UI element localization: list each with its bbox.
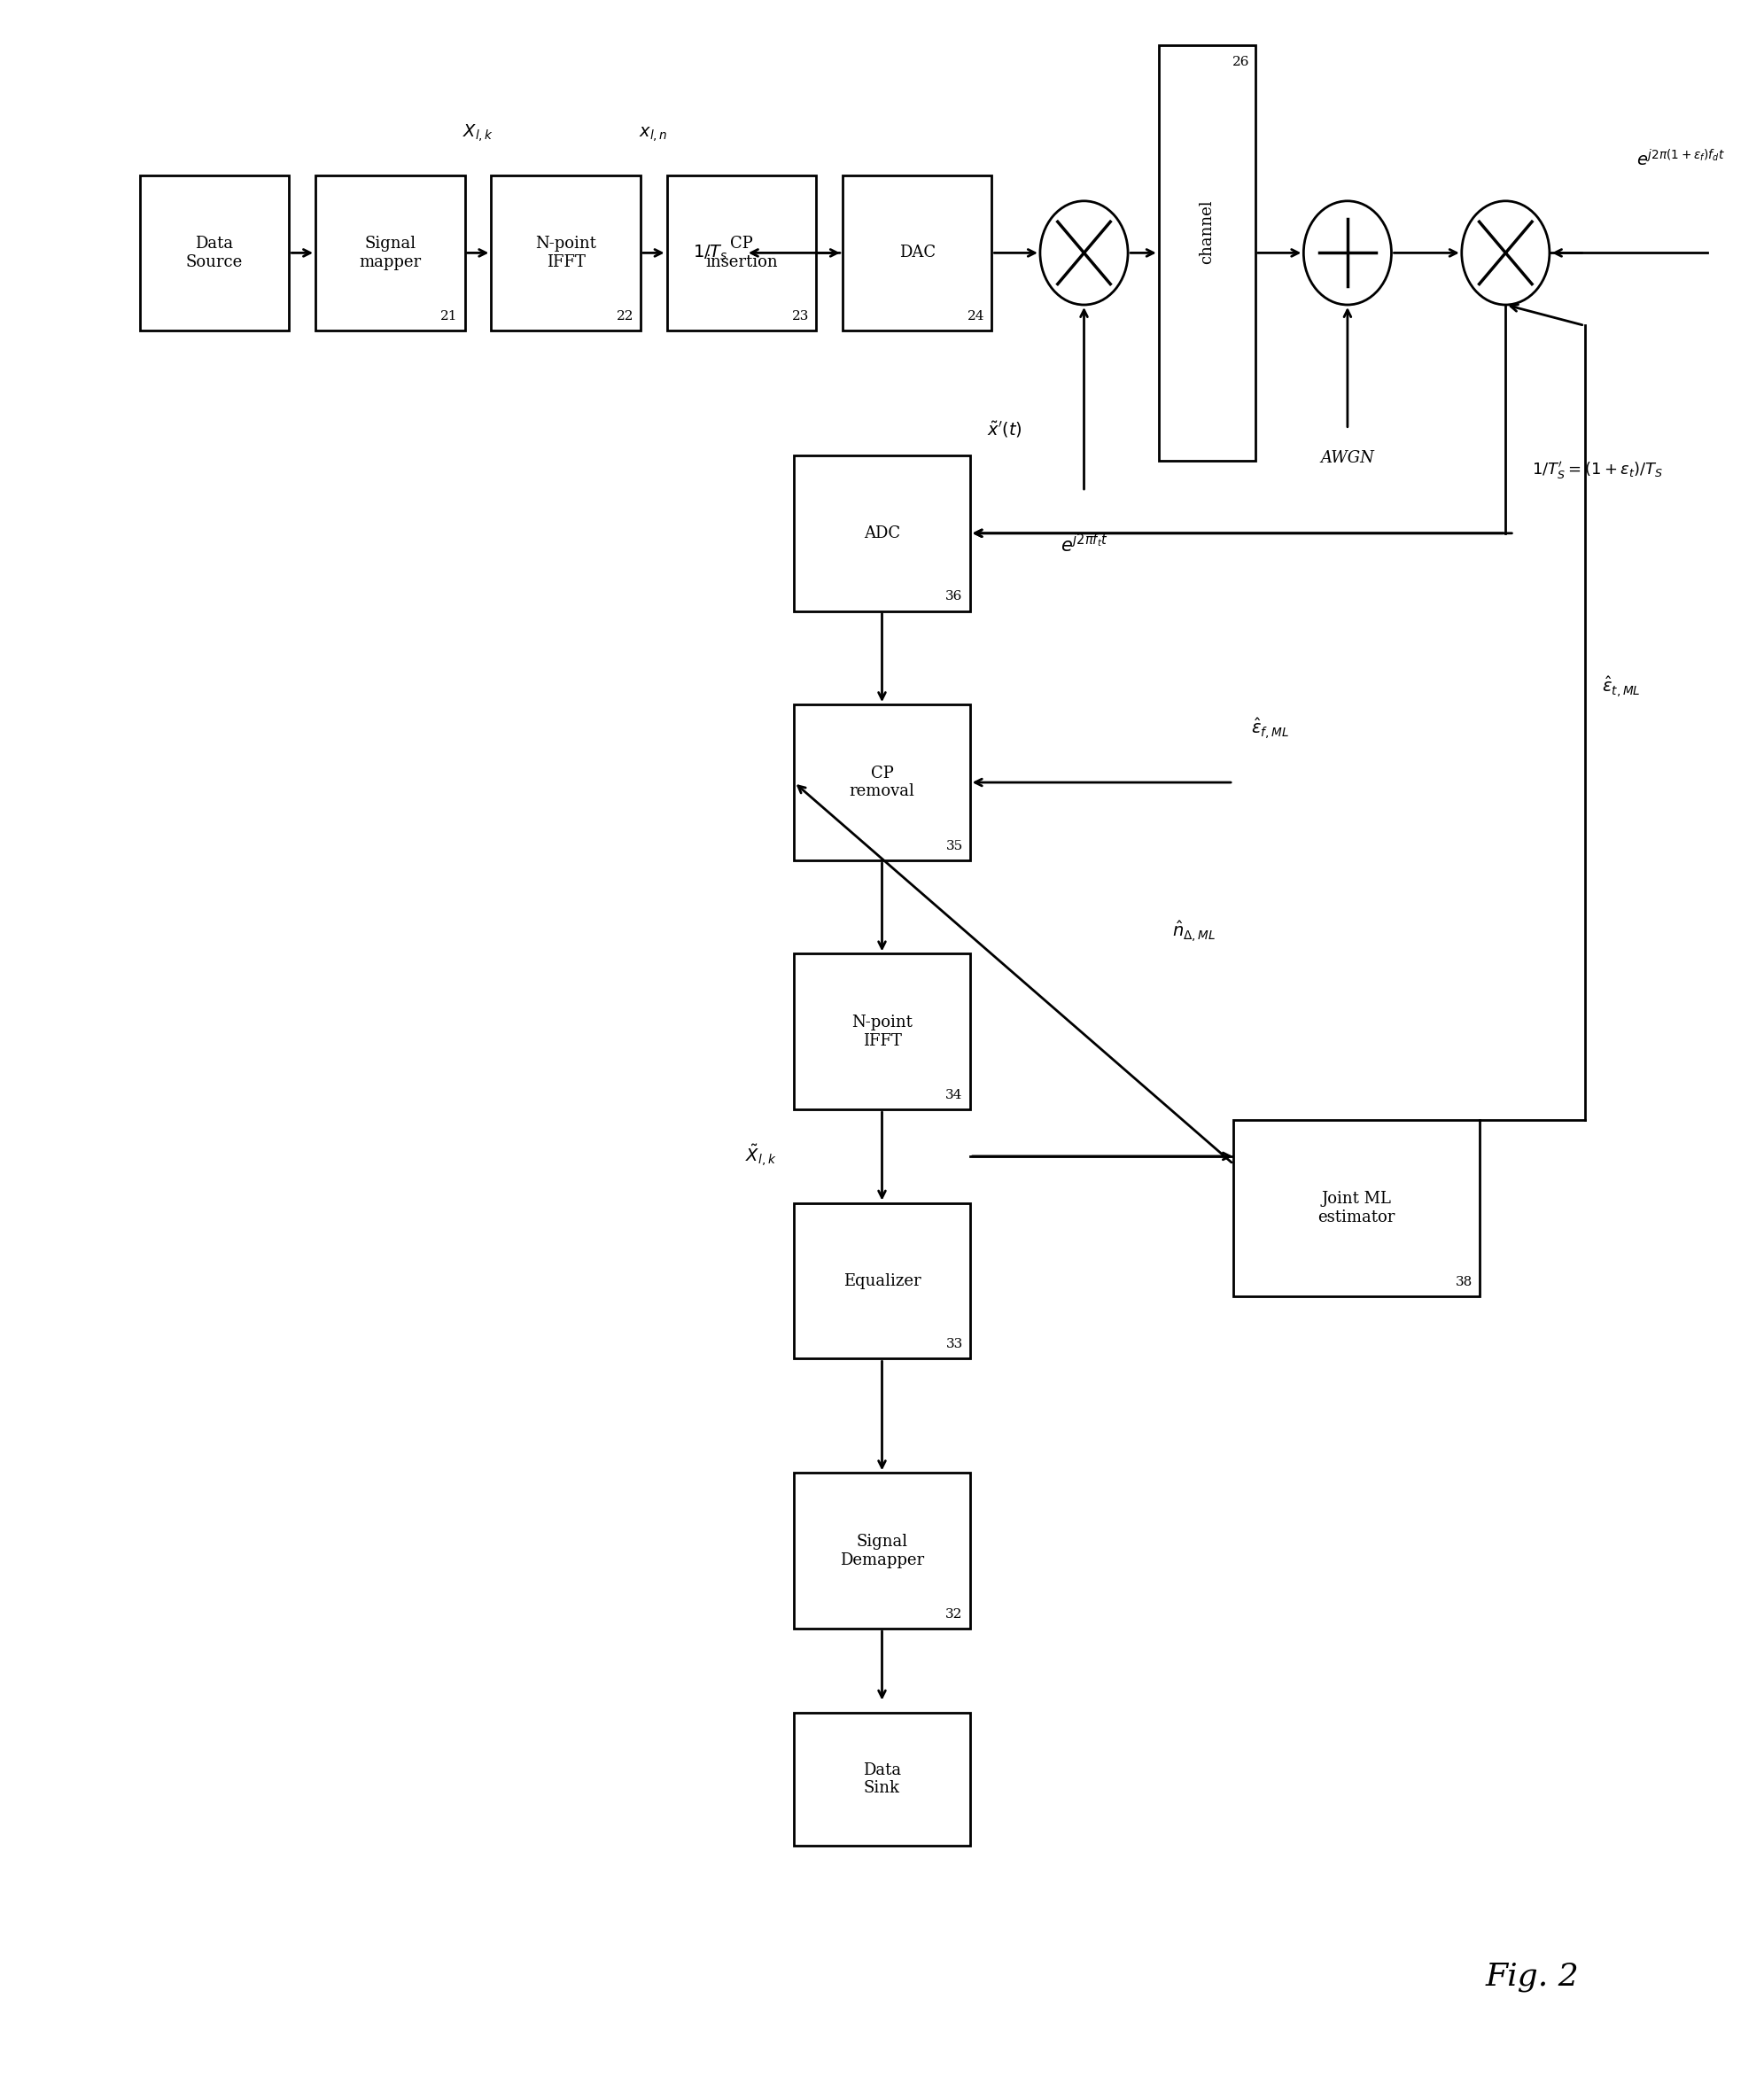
Text: ADC: ADC: [864, 525, 900, 542]
Text: 34: 34: [946, 1088, 963, 1100]
FancyBboxPatch shape: [1159, 46, 1256, 461]
FancyBboxPatch shape: [794, 1713, 970, 1846]
Text: $x_{l,n}$: $x_{l,n}$: [639, 125, 669, 144]
Text: 32: 32: [946, 1609, 963, 1621]
Text: $e^{j2\pi f_t t}$: $e^{j2\pi f_t t}$: [1060, 534, 1108, 556]
FancyBboxPatch shape: [794, 704, 970, 861]
Text: $X_{l,k}$: $X_{l,k}$: [462, 123, 494, 144]
Text: Signal
Demapper: Signal Demapper: [840, 1534, 924, 1567]
Text: CP
insertion: CP insertion: [706, 235, 778, 271]
Text: 38: 38: [1455, 1275, 1473, 1288]
FancyBboxPatch shape: [843, 175, 991, 331]
Text: $1/T_s$: $1/T_s$: [693, 244, 729, 263]
FancyBboxPatch shape: [794, 1202, 970, 1359]
Text: $\hat{n}_{\Delta,ML}$: $\hat{n}_{\Delta,ML}$: [1171, 919, 1215, 944]
Text: N-point
IFFT: N-point IFFT: [852, 1015, 912, 1048]
FancyBboxPatch shape: [1233, 1119, 1480, 1296]
Text: Data
Source: Data Source: [185, 235, 243, 271]
Text: Fig. 2: Fig. 2: [1485, 1961, 1579, 1992]
Text: N-point
IFFT: N-point IFFT: [534, 235, 596, 271]
Text: channel: channel: [1200, 200, 1215, 265]
Text: $\hat{\varepsilon}_{f,ML}$: $\hat{\varepsilon}_{f,ML}$: [1251, 717, 1289, 742]
Text: $\tilde{x}'(t)$: $\tilde{x}'(t)$: [988, 421, 1023, 440]
Text: 24: 24: [967, 311, 984, 323]
FancyBboxPatch shape: [316, 175, 464, 331]
Text: $\hat{\varepsilon}_{t,ML}$: $\hat{\varepsilon}_{t,ML}$: [1602, 673, 1641, 698]
Text: 26: 26: [1233, 56, 1251, 69]
Text: 33: 33: [946, 1338, 963, 1350]
Text: Data
Sink: Data Sink: [863, 1761, 901, 1796]
Text: $\tilde{X}_{l,k}$: $\tilde{X}_{l,k}$: [744, 1144, 776, 1169]
Text: 22: 22: [616, 311, 633, 323]
FancyBboxPatch shape: [490, 175, 640, 331]
Text: AWGN: AWGN: [1321, 450, 1374, 467]
FancyBboxPatch shape: [794, 954, 970, 1109]
Text: 36: 36: [946, 590, 963, 602]
Text: 21: 21: [441, 311, 459, 323]
Text: $e^{j2\pi(1+\varepsilon_f)f_d t}$: $e^{j2\pi(1+\varepsilon_f)f_d t}$: [1637, 150, 1725, 169]
FancyBboxPatch shape: [667, 175, 817, 331]
Text: 23: 23: [792, 311, 810, 323]
Text: $1/T_S'=(1+\varepsilon_t)/T_S$: $1/T_S'=(1+\varepsilon_t)/T_S$: [1531, 461, 1663, 481]
FancyBboxPatch shape: [139, 175, 289, 331]
Text: Joint ML
estimator: Joint ML estimator: [1318, 1190, 1395, 1225]
Text: 35: 35: [946, 840, 963, 852]
FancyBboxPatch shape: [794, 1473, 970, 1628]
Text: Signal
mapper: Signal mapper: [360, 235, 422, 271]
Text: Equalizer: Equalizer: [843, 1273, 921, 1288]
FancyBboxPatch shape: [794, 456, 970, 611]
Text: CP
removal: CP removal: [848, 765, 916, 800]
Text: DAC: DAC: [900, 246, 935, 260]
